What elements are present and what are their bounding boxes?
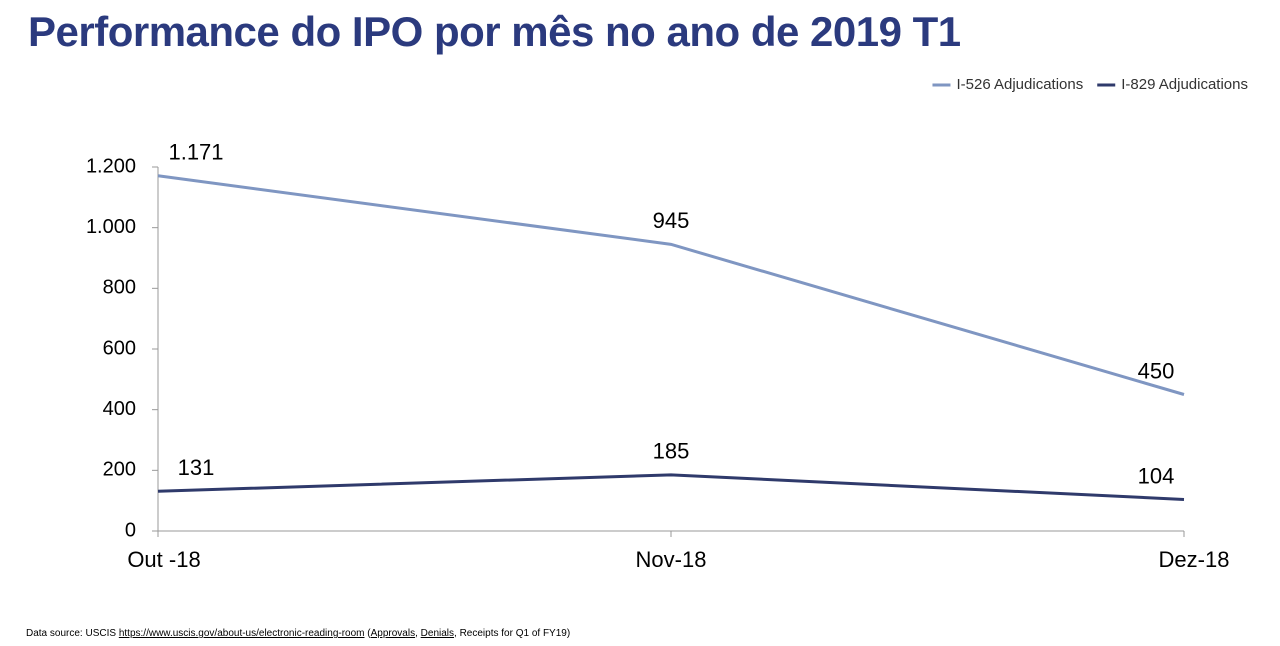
x-tick-label: Out -18 <box>127 547 200 572</box>
source-approvals[interactable]: Approvals <box>370 628 416 639</box>
data-label: 450 <box>1138 358 1175 383</box>
y-tick-label: 1.200 <box>86 155 136 177</box>
source-open: ( <box>367 628 371 639</box>
series-line <box>157 473 1185 501</box>
y-tick-label: 0 <box>125 519 136 541</box>
chart: 0 200 400 600 800 1.000 1.200 Out -18 Nov-18 Dez-… <box>86 76 1248 572</box>
chart-title: Performance do IPO por mês no ano de 201… <box>28 8 961 55</box>
y-tick-label: 800 <box>103 277 136 299</box>
source-link[interactable]: https://www.uscis.gov/about-us/electroni… <box>118 628 365 639</box>
source-text: Data source: USCIS <box>26 628 117 639</box>
data-label: 131 <box>178 455 215 480</box>
data-label: 185 <box>653 439 690 464</box>
legend-label: I-829 Adjudications <box>1121 76 1248 93</box>
source-rest: , Receipts for Q1 of FY19) <box>454 628 571 639</box>
y-tick-label: 1.000 <box>86 216 136 238</box>
data-label: 1.171 <box>168 140 223 165</box>
source-denials[interactable]: Denials <box>420 628 455 639</box>
x-tick-label: Dez-18 <box>1159 547 1230 572</box>
source-note: Data source: USCIS https://www.uscis.gov… <box>26 628 570 639</box>
data-label: 945 <box>653 208 690 233</box>
y-tick-label: 600 <box>103 337 136 359</box>
x-tick-label: Nov-18 <box>636 547 707 572</box>
source-comma: , <box>415 628 418 639</box>
legend-label: I-526 Adjudications <box>956 76 1083 93</box>
series-line <box>157 174 1185 396</box>
y-tick-label: 400 <box>103 398 136 420</box>
data-label: 104 <box>1138 463 1175 488</box>
y-tick-label: 200 <box>103 459 136 481</box>
